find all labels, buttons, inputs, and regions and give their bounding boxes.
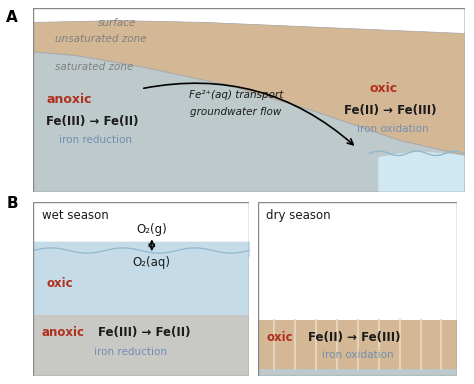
Text: Fe(III) → Fe(II): Fe(III) → Fe(II) <box>46 116 138 129</box>
Text: anoxic: anoxic <box>42 326 85 339</box>
Text: iron reduction: iron reduction <box>59 136 132 146</box>
Text: saturated zone: saturated zone <box>55 62 133 72</box>
Text: O₂(g): O₂(g) <box>137 223 167 236</box>
Text: A: A <box>6 10 18 25</box>
Text: groundwater flow: groundwater flow <box>190 107 282 117</box>
Polygon shape <box>33 315 249 376</box>
Text: oxic: oxic <box>46 277 73 290</box>
Polygon shape <box>33 8 465 192</box>
Polygon shape <box>33 8 465 33</box>
Text: B: B <box>6 196 18 211</box>
Text: O₂(aq): O₂(aq) <box>133 256 171 269</box>
Text: surface: surface <box>98 18 136 28</box>
Polygon shape <box>258 369 457 376</box>
Text: oxic: oxic <box>370 82 398 95</box>
Text: Fe(III) → Fe(II): Fe(III) → Fe(II) <box>98 326 191 339</box>
Text: iron oxidation: iron oxidation <box>322 350 394 360</box>
Polygon shape <box>33 250 249 315</box>
Polygon shape <box>378 151 465 192</box>
Text: wet season: wet season <box>42 209 109 222</box>
Text: Fe²⁺(aq) transport: Fe²⁺(aq) transport <box>189 90 283 100</box>
Polygon shape <box>258 320 457 376</box>
Text: iron reduction: iron reduction <box>94 347 167 357</box>
Text: Fe(II) → Fe(III): Fe(II) → Fe(III) <box>308 331 401 344</box>
Text: oxic: oxic <box>266 331 293 344</box>
Text: unsaturated zone: unsaturated zone <box>55 34 146 44</box>
Polygon shape <box>33 21 465 155</box>
Text: anoxic: anoxic <box>46 93 91 106</box>
Text: dry season: dry season <box>266 209 331 222</box>
Text: Fe(II) → Fe(III): Fe(II) → Fe(III) <box>344 104 436 118</box>
Text: iron oxidation: iron oxidation <box>356 124 428 134</box>
